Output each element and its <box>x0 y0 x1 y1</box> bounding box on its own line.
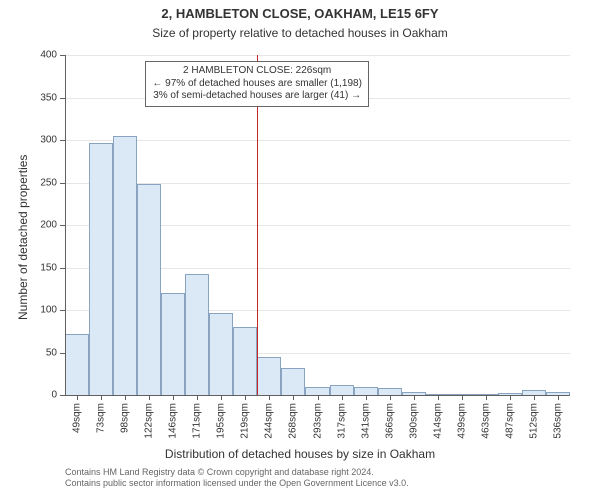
x-tick-label: 49sqm <box>72 403 83 433</box>
footer-line-1: Contains HM Land Registry data © Crown c… <box>65 467 409 478</box>
gridline <box>65 55 570 56</box>
histogram-bar <box>281 368 305 395</box>
x-tick-label: 512sqm <box>528 403 539 439</box>
histogram-bar <box>378 388 402 395</box>
x-tick-label: 195sqm <box>216 403 227 439</box>
histogram-bar <box>161 293 185 395</box>
y-tick-label: 100 <box>0 305 57 316</box>
y-tick-label: 200 <box>0 220 57 231</box>
y-tick-label: 0 <box>0 390 57 401</box>
x-tick-label: 244sqm <box>264 403 275 439</box>
x-tick-label: 293sqm <box>312 403 323 439</box>
x-tick-label: 146sqm <box>168 403 179 439</box>
x-tick-label: 463sqm <box>480 403 491 439</box>
x-tick-label: 414sqm <box>432 403 443 439</box>
x-tick-label: 366sqm <box>384 403 395 439</box>
x-axis-line <box>65 395 570 396</box>
callout-line-1: 2 HAMBLETON CLOSE: 226sqm <box>152 65 362 78</box>
x-tick-label: 98sqm <box>120 403 131 433</box>
histogram-bar <box>233 327 257 395</box>
callout-line-3: 3% of semi-detached houses are larger (4… <box>152 90 362 103</box>
y-tick-label: 350 <box>0 92 57 103</box>
x-tick-label: 122sqm <box>144 403 155 439</box>
y-tick-label: 50 <box>0 347 57 358</box>
x-tick-label: 73sqm <box>96 403 107 433</box>
x-tick-label: 268sqm <box>288 403 299 439</box>
x-tick-label: 341sqm <box>360 403 371 439</box>
x-tick-label: 439sqm <box>456 403 467 439</box>
callout-line-2: ← 97% of detached houses are smaller (1,… <box>152 78 362 91</box>
footer: Contains HM Land Registry data © Crown c… <box>65 467 409 490</box>
y-tick-label: 400 <box>0 50 57 61</box>
y-tick-label: 250 <box>0 177 57 188</box>
x-tick-label: 171sqm <box>192 403 203 439</box>
histogram-bar <box>89 143 113 395</box>
chart-subtitle: Size of property relative to detached ho… <box>0 26 600 40</box>
y-tick-label: 300 <box>0 135 57 146</box>
histogram-bar <box>330 385 354 395</box>
x-tick-label: 317sqm <box>336 403 347 439</box>
footer-line-2: Contains public sector information licen… <box>65 478 409 489</box>
chart-container: { "title": "2, HAMBLETON CLOSE, OAKHAM, … <box>0 0 600 500</box>
histogram-bar <box>65 334 89 395</box>
histogram-bar <box>209 313 233 395</box>
histogram-bar <box>354 387 378 396</box>
gridline <box>65 140 570 141</box>
y-tick-label: 150 <box>0 262 57 273</box>
histogram-bar <box>137 184 161 395</box>
x-axis-label: Distribution of detached houses by size … <box>0 447 600 461</box>
chart-title: 2, HAMBLETON CLOSE, OAKHAM, LE15 6FY <box>0 6 600 21</box>
histogram-bar <box>257 357 281 395</box>
x-tick-label: 487sqm <box>504 403 515 439</box>
x-tick-label: 390sqm <box>408 403 419 439</box>
histogram-bar <box>113 136 137 395</box>
histogram-bar <box>305 387 329 396</box>
callout-box: 2 HAMBLETON CLOSE: 226sqm← 97% of detach… <box>145 61 369 107</box>
y-axis-line <box>65 55 66 395</box>
x-tick-label: 219sqm <box>240 403 251 439</box>
plot-area: 2 HAMBLETON CLOSE: 226sqm← 97% of detach… <box>65 55 570 395</box>
histogram-bar <box>185 274 209 395</box>
x-tick-label: 536sqm <box>552 403 563 439</box>
